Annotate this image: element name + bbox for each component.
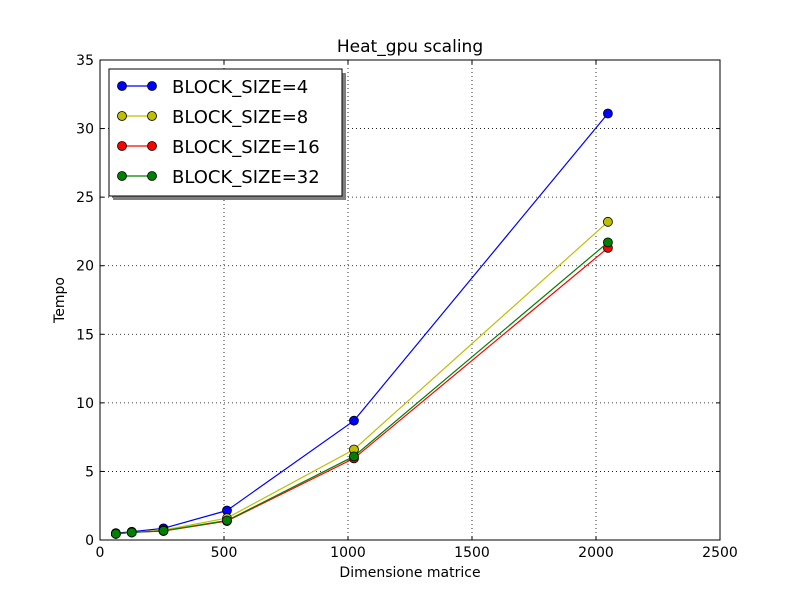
- data-point: [222, 515, 232, 526]
- legend-marker: [117, 141, 127, 151]
- ticks: 0 500 1000 1500 2000 2500 0 5 10 15 20 25 30 35: [76, 53, 738, 561]
- chart-title: Heat_gpu scaling: [337, 37, 483, 57]
- legend-marker: [117, 171, 127, 181]
- y-tick-label: 30: [76, 122, 94, 138]
- x-tick-label: 2500: [702, 545, 738, 561]
- series: [110, 237, 613, 539]
- x-tick-label: 2000: [578, 545, 614, 561]
- y-tick-label: 35: [76, 53, 94, 69]
- x-axis-label: Dimensione matrice: [339, 565, 480, 581]
- legend-marker: [147, 141, 157, 151]
- y-tick-label: 25: [76, 190, 94, 206]
- data-point: [603, 108, 613, 119]
- series-layer: [110, 108, 613, 539]
- legend-marker: [147, 81, 157, 91]
- y-axis-label: Tempo: [52, 277, 68, 324]
- legend-item: BLOCK_SIZE=32: [117, 167, 320, 188]
- legend-label: BLOCK_SIZE=16: [172, 137, 320, 158]
- x-tick-label: 0: [96, 545, 105, 561]
- legend-label: BLOCK_SIZE=4: [172, 77, 308, 98]
- y-tick-label: 10: [76, 396, 94, 412]
- plot-frame: [99, 59, 721, 541]
- data-point: [110, 528, 121, 539]
- legend-item: BLOCK_SIZE=4: [117, 77, 308, 98]
- legend-label: BLOCK_SIZE=8: [172, 107, 308, 128]
- legend: BLOCK_SIZE=4 BLOCK_SIZE=8 BLOCK_SIZE=16 BLO…: [108, 68, 346, 200]
- data-point: [349, 415, 359, 426]
- legend-marker: [147, 171, 157, 181]
- y-tick-label: 5: [85, 464, 94, 480]
- y-tick-label: 20: [76, 259, 94, 275]
- legend-marker: [117, 81, 127, 91]
- data-point: [126, 527, 137, 538]
- data-point: [349, 451, 359, 462]
- y-tick-label: 0: [85, 533, 94, 549]
- data-point: [603, 237, 613, 248]
- legend-marker: [117, 111, 127, 121]
- y-tick-label: 15: [76, 327, 94, 343]
- legend-marker: [147, 111, 157, 121]
- legend-item: BLOCK_SIZE=16: [117, 137, 320, 158]
- x-tick-label: 1000: [330, 545, 366, 561]
- data-point: [158, 525, 169, 536]
- x-tick-label: 500: [211, 545, 238, 561]
- legend-label: BLOCK_SIZE=32: [172, 167, 320, 188]
- data-point: [603, 216, 613, 227]
- x-tick-label: 1500: [454, 545, 490, 561]
- legend-item: BLOCK_SIZE=8: [117, 107, 308, 128]
